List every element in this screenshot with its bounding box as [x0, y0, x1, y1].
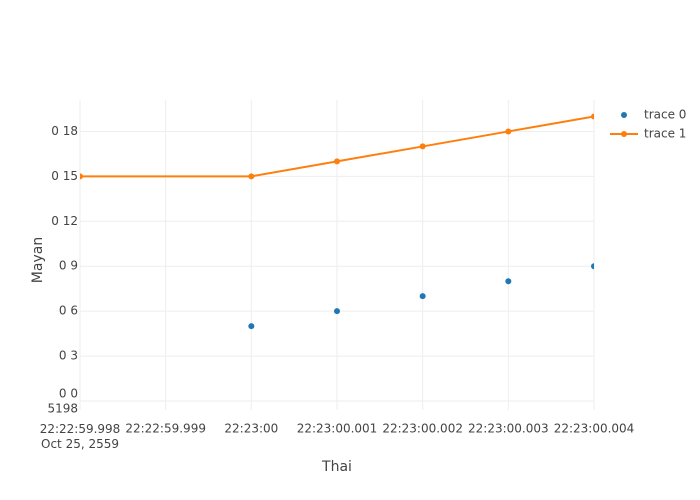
data-point: [505, 278, 512, 285]
y-tick-label: 0 6: [59, 304, 78, 318]
plot-area: [80, 113, 594, 330]
legend-label: trace 1: [644, 127, 686, 141]
series-line: [80, 115, 594, 178]
y-tick-label: 0 15: [51, 169, 78, 183]
x-tick-label: 22:23:00: [224, 422, 278, 436]
data-point: [419, 143, 426, 150]
y-axis-title: Mayan: [30, 237, 46, 283]
data-point: [419, 293, 426, 300]
x-tick-label: 22:23:00.002: [382, 422, 463, 436]
y-tick-label: 0 0 5198: [47, 386, 78, 415]
x-tick-label: 22:22:59.998 Oct 25, 2559: [40, 422, 121, 451]
data-point: [591, 263, 594, 270]
data-point: [591, 113, 594, 120]
y-tick-label: 0 9: [59, 259, 78, 273]
data-point: [80, 173, 83, 180]
x-tick-label: 22:22:59.999: [125, 422, 206, 436]
legend-label: trace 0: [644, 108, 686, 122]
data-point: [248, 173, 255, 180]
y-tick-label: 0 3: [59, 349, 78, 363]
x-tick-label: 22:23:00.004: [554, 422, 635, 436]
y-tick-label: 0 18: [51, 124, 78, 138]
x-axis-title: Thai: [321, 459, 352, 475]
data-point: [505, 128, 512, 135]
legend-marker: [621, 131, 627, 137]
x-tick-label: 22:23:00.003: [468, 422, 549, 436]
x-tick-label: 22:23:00.001: [297, 422, 378, 436]
data-point: [334, 158, 340, 165]
y-tick-label: 0 12: [51, 214, 78, 228]
data-point: [334, 308, 340, 315]
data-point: [248, 323, 255, 330]
legend-marker: [621, 112, 627, 118]
